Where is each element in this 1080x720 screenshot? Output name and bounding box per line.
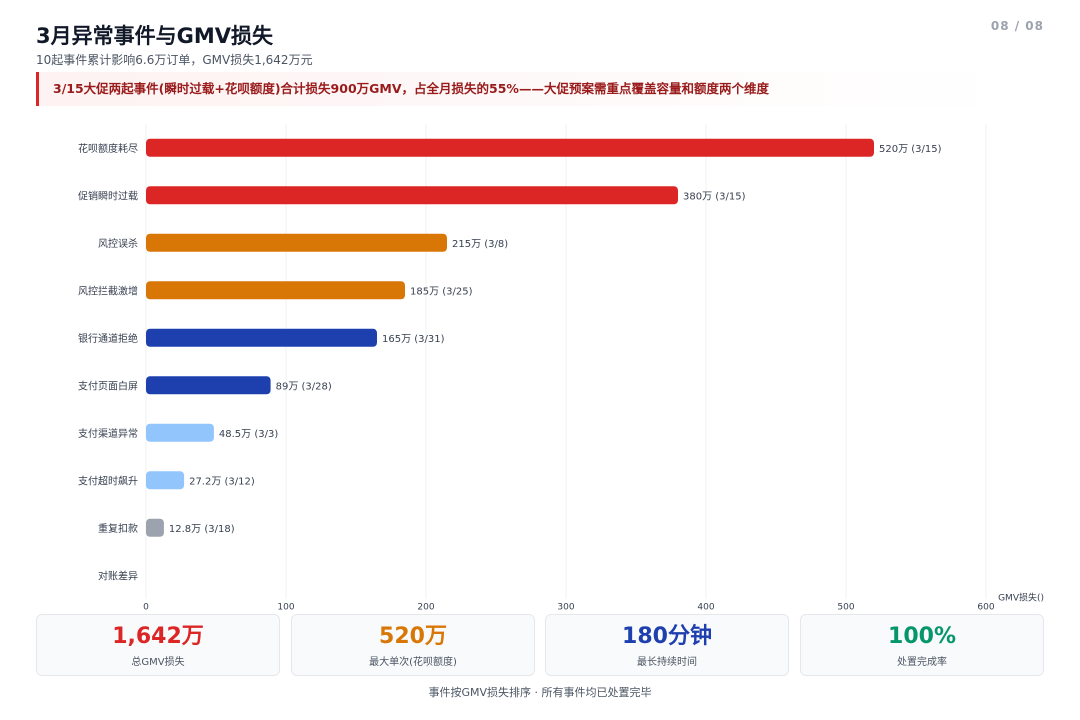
x-tick-label: 300 — [557, 603, 574, 613]
kpi-label: 处置完成率 — [897, 657, 947, 668]
y-tick-label: 风控误杀 — [98, 237, 138, 250]
y-tick-label: 花呗额度耗尽 — [78, 142, 138, 155]
x-tick-label: 100 — [277, 603, 294, 613]
value-label: 380万 (3/15) — [683, 191, 746, 202]
value-label: 27.2万 (3/12) — [189, 476, 255, 487]
y-tick-label: 重复扣款 — [98, 522, 138, 535]
value-label: 165万 (3/31) — [382, 334, 445, 345]
x-axis-label: GMV损失() — [998, 592, 1044, 604]
bar — [146, 471, 185, 490]
value-label: 185万 (3/25) — [410, 286, 473, 297]
x-tick-label: 400 — [697, 603, 714, 613]
value-label: 215万 (3/8) — [452, 239, 508, 250]
bar — [146, 233, 447, 252]
kpi-value: 180分钟 — [622, 624, 712, 649]
bar — [146, 138, 874, 157]
chart: 0 100 200 300 400 500 600 GMV损失() 花呗额度耗尽 520万 (3/… — [78, 124, 1044, 613]
y-tick-label: 银行通道拒绝 — [78, 332, 138, 345]
kpi-value: 100% — [888, 624, 956, 649]
callout: 3/15大促两起事件(瞬时过载+花呗额度)合计损失900万GMV，占全月损失的5… — [36, 72, 1006, 106]
value-label: 89万 (3/28) — [276, 381, 332, 392]
x-tick-label: 200 — [417, 603, 434, 613]
kpi-card: 180分钟最长持续时间 — [545, 614, 789, 676]
x-tick-label: 0 — [143, 603, 149, 613]
kpi-label: 总GMV损失 — [131, 657, 185, 668]
x-tick-label: 500 — [837, 603, 854, 613]
kpi-value: 520万 — [379, 624, 447, 649]
kpi-card: 100% 处置完成率 — [800, 614, 1044, 676]
value-label: 48.5万 (3/3) — [219, 429, 278, 440]
bar — [146, 328, 377, 347]
bar — [146, 186, 678, 205]
y-tick-label: 促销瞬时过载 — [78, 189, 138, 202]
y-tick-label: 支付超时飙升 — [78, 474, 138, 487]
bar — [146, 376, 271, 395]
subtitle: 10起事件累计影响6.6万订单，GMV损失1,642万元 — [36, 53, 313, 67]
value-label: 12.8万 (3/18) — [169, 524, 235, 535]
bar — [146, 518, 164, 537]
page-number: 08 / 08 — [990, 19, 1044, 33]
kpi-card: 520万最大单次(花呗额度) — [291, 614, 535, 676]
kpi-label: 最大单次(花呗额度) — [369, 657, 457, 668]
y-tick-label: 支付渠道异常 — [78, 427, 138, 440]
kpi-card: 1,642万总GMV损失 — [36, 614, 280, 676]
y-tick-label: 支付页面白屏 — [78, 379, 138, 392]
x-tick-label: 600 — [977, 603, 994, 613]
footer: 事件按GMV损失排序 · 所有事件均已处置完毕 — [428, 686, 652, 699]
kpi-value: 1,642万 — [112, 624, 204, 649]
bar — [146, 423, 214, 442]
title: 3月异常事件与GMV损失 — [36, 24, 273, 48]
y-tick-label: 风控拦截激增 — [78, 284, 138, 297]
kpi-label: 最长持续时间 — [637, 657, 697, 668]
value-label: 520万 (3/15) — [879, 144, 942, 155]
y-tick-label: 对账差异 — [98, 569, 138, 582]
bar — [146, 281, 405, 300]
